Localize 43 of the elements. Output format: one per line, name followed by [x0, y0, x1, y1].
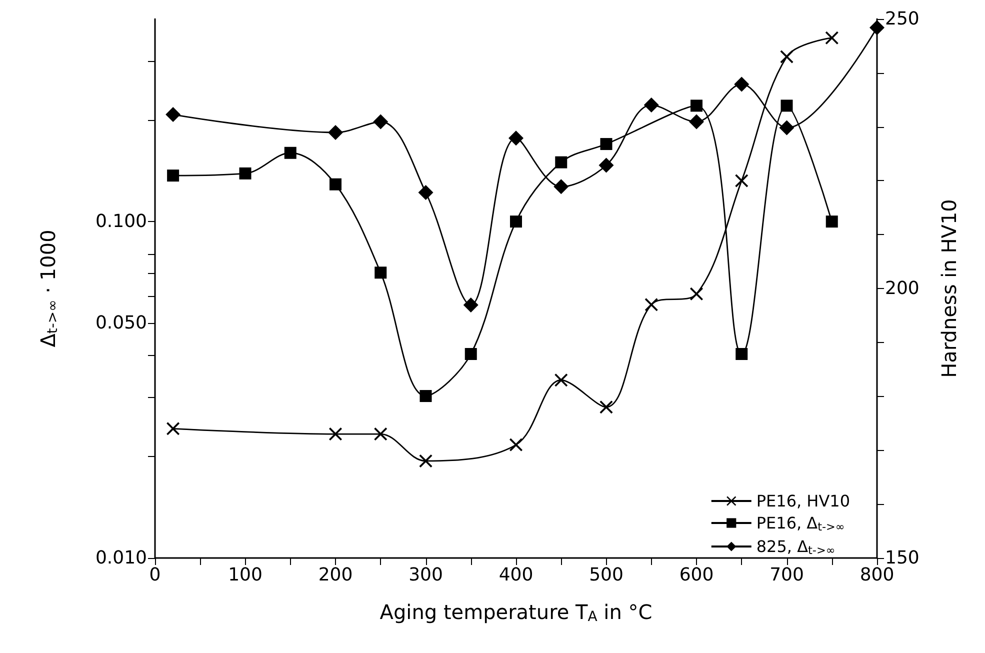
point [736, 348, 748, 360]
point [690, 100, 702, 112]
point [555, 156, 568, 168]
point [374, 266, 387, 279]
point [510, 216, 522, 228]
point [166, 107, 181, 122]
point [554, 179, 569, 194]
point [598, 158, 614, 173]
x-tick-label: 0 [149, 564, 161, 586]
legend-label: PE16, HV10 [756, 492, 850, 510]
y2-tick-label: 250 [885, 8, 920, 30]
x-tick-label: 700 [770, 564, 804, 586]
y-tick-label: 0.050 [95, 312, 147, 334]
y2-tick-label: 200 [885, 278, 920, 299]
point [328, 124, 343, 140]
point [330, 178, 342, 190]
x-tick-label: 600 [679, 564, 714, 586]
y2-axis-title: Hardness in HV10 [937, 199, 961, 378]
point [826, 216, 838, 228]
point [464, 348, 477, 360]
x-tick-label: 400 [498, 564, 534, 586]
point [373, 114, 388, 130]
point [239, 167, 252, 180]
x-tick-label: 200 [318, 564, 353, 586]
point [420, 390, 432, 402]
y-tick-label: 0.010 [95, 548, 147, 568]
point [600, 138, 612, 150]
x-tick-label: 100 [228, 564, 262, 586]
x-tick-label: 500 [589, 564, 624, 586]
point [689, 114, 704, 130]
x-tick-label: 300 [408, 564, 443, 586]
point [644, 98, 659, 113]
point [734, 76, 750, 92]
y-axis-title: Δt->∞ · 1000 [36, 230, 61, 348]
point [284, 146, 296, 159]
point [508, 130, 524, 146]
point [870, 20, 884, 36]
point [418, 185, 434, 200]
point [167, 170, 180, 182]
point [780, 100, 793, 112]
point [463, 297, 478, 312]
point [779, 120, 794, 136]
y-tick-label: 0.100 [95, 211, 147, 232]
